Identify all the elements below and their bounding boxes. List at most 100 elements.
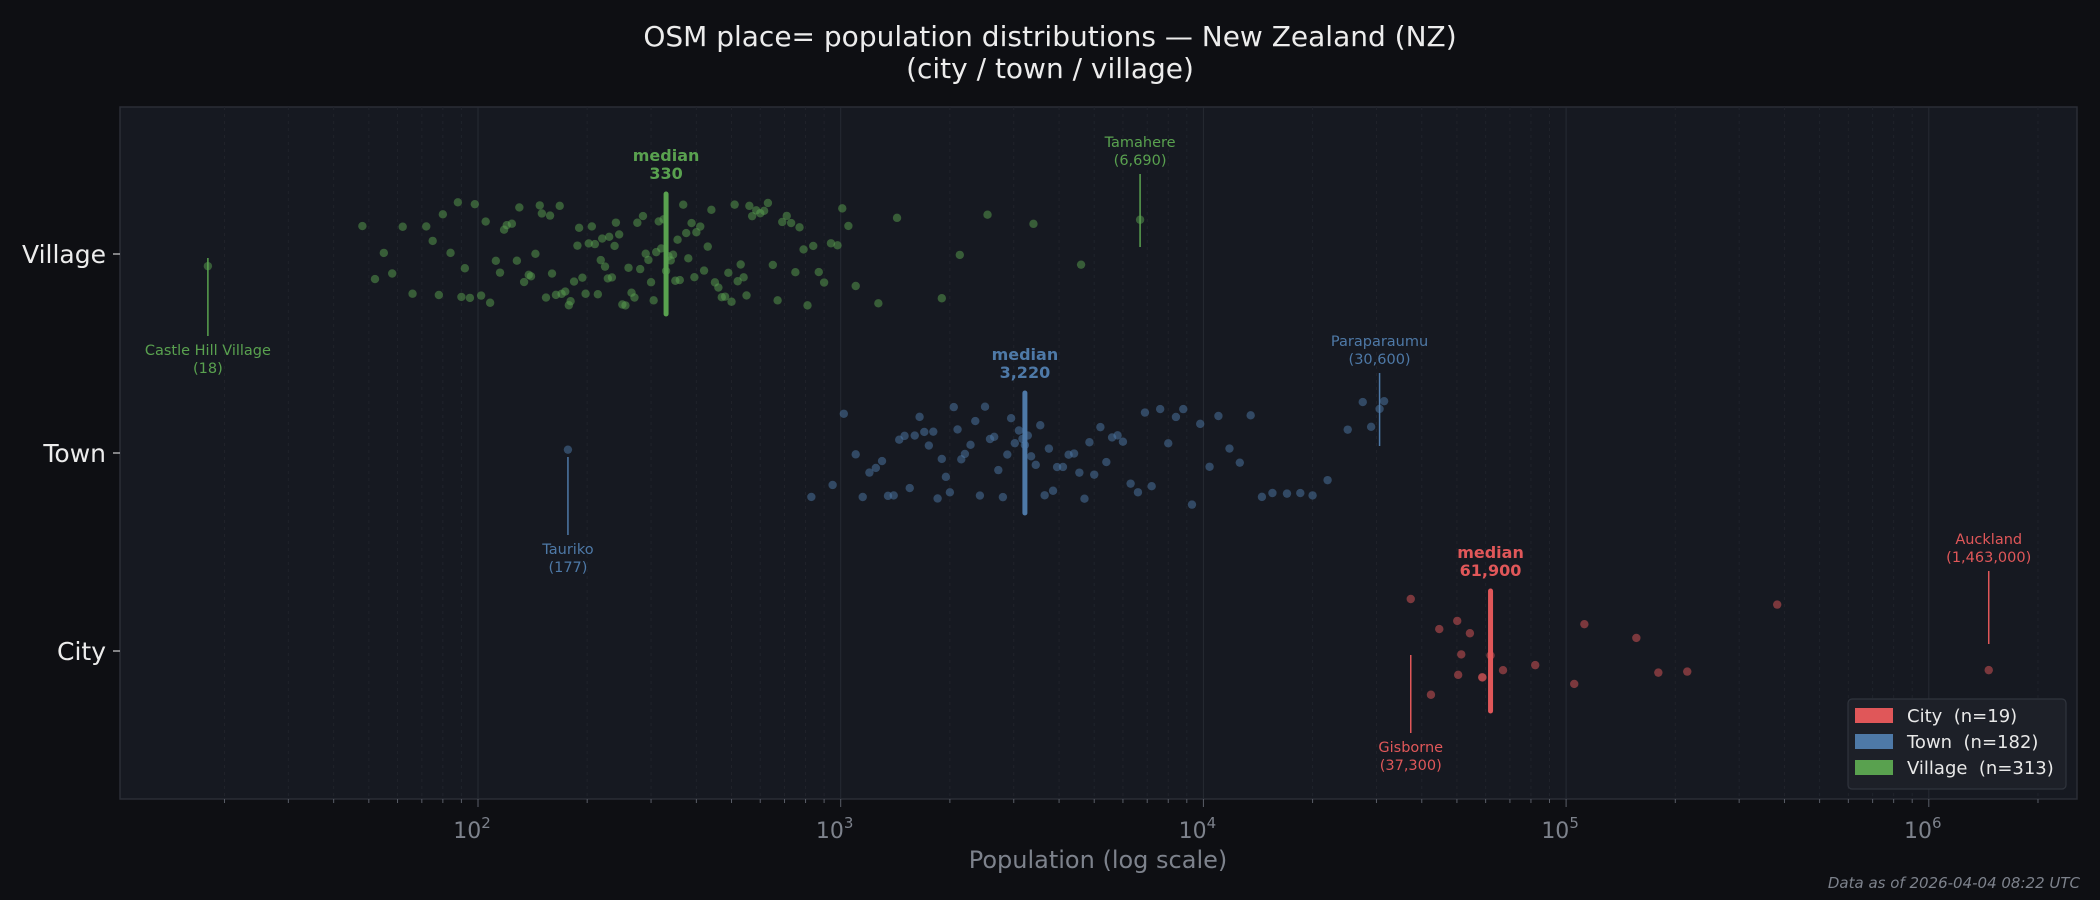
annotation-name: Tamahere xyxy=(1104,135,1176,151)
city-point xyxy=(1570,679,1579,689)
village-point xyxy=(649,296,658,305)
village-point xyxy=(646,278,656,287)
village-point xyxy=(826,239,836,248)
village-point xyxy=(512,256,522,265)
town-point xyxy=(1085,438,1094,447)
village-point xyxy=(470,199,480,209)
village-point xyxy=(742,291,751,300)
y-tick-label: Village xyxy=(22,240,106,269)
town-point xyxy=(971,416,980,426)
village-point xyxy=(833,241,842,250)
town-point xyxy=(1179,404,1188,414)
city-point xyxy=(1457,650,1466,659)
median-label: median xyxy=(633,146,700,165)
village-point xyxy=(408,289,417,298)
village-point xyxy=(851,281,860,291)
village-point xyxy=(434,290,444,300)
tick-exponent: 3 xyxy=(844,814,854,832)
tick-base: 10 xyxy=(453,819,481,844)
town-point xyxy=(1296,488,1305,498)
village-point xyxy=(457,292,466,302)
village-point xyxy=(791,267,800,277)
town-point xyxy=(858,492,867,502)
village-point xyxy=(587,222,597,231)
city-point xyxy=(1435,624,1444,634)
village-point xyxy=(819,278,829,287)
village-point xyxy=(763,198,773,208)
village-point xyxy=(604,232,614,242)
village-point xyxy=(657,244,666,253)
village-point xyxy=(687,218,696,228)
gridlines xyxy=(223,107,2039,799)
town-point xyxy=(851,450,860,459)
town-point xyxy=(1044,444,1054,453)
town-point xyxy=(828,480,837,490)
annotation-name: Auckland xyxy=(1955,532,2022,548)
town-point xyxy=(1113,431,1122,440)
town-point xyxy=(1118,437,1128,446)
town-point xyxy=(1379,396,1389,406)
village-point xyxy=(768,260,778,270)
town-point xyxy=(1246,411,1255,420)
village-point xyxy=(597,234,607,243)
tick-base: 10 xyxy=(1904,819,1932,844)
village-point xyxy=(358,221,367,231)
village-point xyxy=(778,217,787,227)
village-point xyxy=(614,230,624,239)
town-point xyxy=(975,491,985,500)
village-point xyxy=(720,292,730,301)
legend-swatch-village xyxy=(1855,760,1893,775)
village-point xyxy=(453,198,463,207)
village-point xyxy=(1029,219,1038,229)
village-point xyxy=(759,206,769,216)
city-point xyxy=(1453,616,1462,626)
village-point xyxy=(578,273,587,282)
data-timestamp: Data as of 2026-04-04 08:22 UTC xyxy=(1827,874,2080,892)
town-point xyxy=(1187,500,1197,509)
city-point xyxy=(1580,619,1589,629)
city-point xyxy=(1632,633,1641,643)
town-point xyxy=(945,488,955,497)
village-point xyxy=(569,277,579,286)
village-point xyxy=(707,205,716,215)
median-value: 3,220 xyxy=(1000,363,1051,382)
town-point xyxy=(1268,488,1277,498)
town-point xyxy=(990,432,999,441)
x-tick-label: 104 xyxy=(1179,814,1217,844)
village-point xyxy=(727,297,736,306)
legend-swatch-town xyxy=(1855,734,1893,749)
town-point xyxy=(1214,411,1223,421)
town-point xyxy=(910,431,919,440)
village-point xyxy=(491,256,501,265)
plot-area xyxy=(119,106,2078,800)
village-point xyxy=(696,222,705,231)
chart-title: OSM place= population distributions — Ne… xyxy=(643,20,1456,53)
town-point xyxy=(1205,462,1214,471)
town-point xyxy=(949,402,958,412)
annotation-value: (6,690) xyxy=(1114,153,1167,169)
village-point xyxy=(733,277,742,286)
town-point xyxy=(1096,422,1105,432)
town-point xyxy=(920,427,929,437)
city-point xyxy=(1465,629,1475,638)
tick-exponent: 5 xyxy=(1569,814,1579,832)
legend: City (n=19) Town (n=182) Village (n=313) xyxy=(1847,698,2067,790)
town-point xyxy=(1058,462,1068,472)
village-point xyxy=(495,268,505,277)
annotation-value: (177) xyxy=(548,560,587,576)
city-point xyxy=(1406,594,1415,604)
town-point xyxy=(1308,491,1317,500)
tick-base: 10 xyxy=(816,819,844,844)
annotation-value: (37,300) xyxy=(1380,758,1442,774)
x-tick-label: 102 xyxy=(453,814,491,844)
village-point xyxy=(809,241,818,251)
village-point xyxy=(387,269,397,278)
village-point xyxy=(673,235,682,244)
town-point xyxy=(1155,404,1165,414)
town-point xyxy=(933,494,942,503)
village-point xyxy=(730,200,739,209)
town-point xyxy=(839,409,849,418)
medians-and-annotations: median61,900Auckland(1,463,000)Gisborne(… xyxy=(145,135,2031,774)
town-point xyxy=(1147,481,1156,491)
